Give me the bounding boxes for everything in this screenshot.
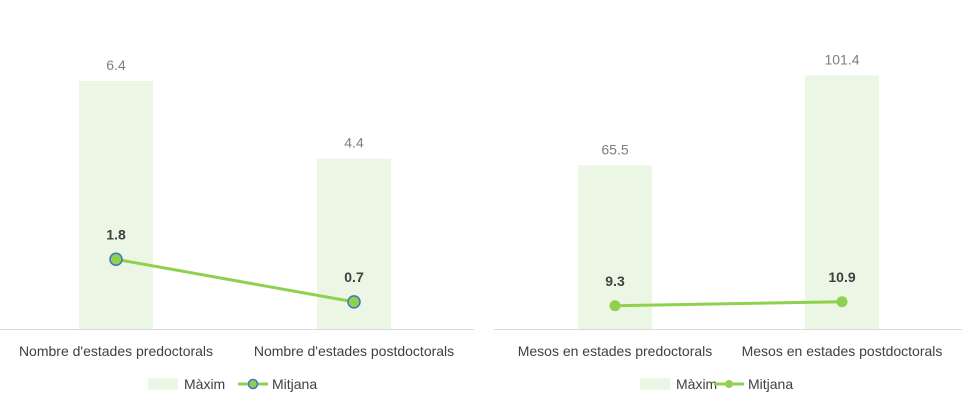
bar-maxim-0 (79, 81, 153, 330)
bar-maxim-1 (805, 75, 879, 329)
line-mitjana (115, 257, 355, 304)
point-mitjana-1 (347, 295, 361, 309)
bar-maxim-label-1: 101.4 (824, 52, 859, 68)
point-mitjana-label-0: 1.8 (106, 226, 126, 242)
category-label-1: Mesos en estades postdoctorals (742, 343, 943, 359)
legend-marker-mitjana (725, 380, 733, 388)
bar-maxim-label-0: 65.5 (601, 141, 628, 157)
legend-label-maxim: Màxim (676, 376, 717, 392)
legend-label-maxim: Màxim (184, 376, 225, 392)
legend: Màxim Mitjana (148, 376, 317, 392)
line-mitjana (614, 300, 843, 308)
point-mitjana-label-1: 10.9 (828, 269, 855, 285)
point-mitjana-0 (109, 252, 123, 267)
point-mitjana-0 (609, 300, 621, 312)
legend: Màxim Mitjana (640, 376, 793, 392)
point-mitjana-label-0: 9.3 (605, 273, 625, 289)
category-label-1: Nombre d'estades postdoctorals (254, 343, 454, 359)
legend-label-mitjana: Mitjana (748, 376, 793, 392)
bar-maxim-label-0: 6.4 (106, 57, 126, 73)
category-label-0: Nombre d'estades predoctorals (19, 343, 213, 359)
legend-swatch-maxim (640, 378, 670, 390)
legend-swatch-maxim (148, 378, 178, 390)
bar-maxim-label-1: 4.4 (344, 135, 364, 151)
chart-predoc-postdoc-count: 6.4 4.4 1.8 0.7 Nombre d'estades predoctoral… (0, 57, 474, 392)
category-label-0: Mesos en estades predoctorals (518, 343, 713, 359)
chart-predoc-postdoc-months: 65.5 101.4 9.3 10.9 Mesos en estades predoct… (494, 52, 962, 392)
legend-marker-mitjana (247, 378, 259, 390)
legend-label-mitjana: Mitjana (272, 376, 317, 392)
point-mitjana-label-1: 0.7 (344, 269, 364, 285)
point-mitjana-1 (836, 296, 848, 308)
